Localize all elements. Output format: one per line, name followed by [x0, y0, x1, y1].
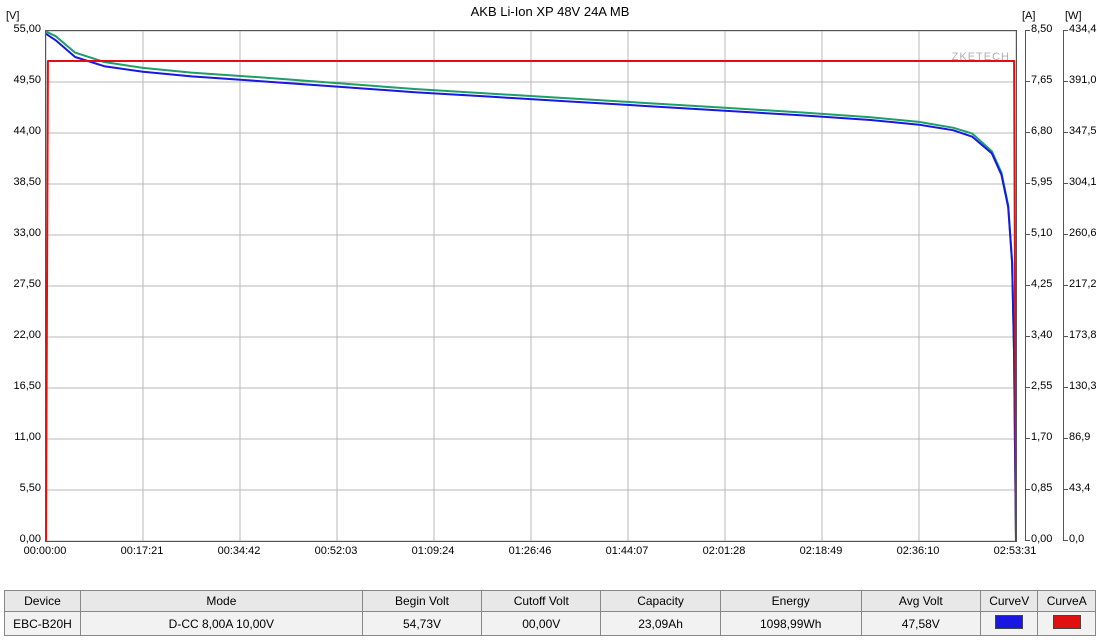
chart-title: AKB Li-Ion XP 48V 24A MB: [0, 4, 1100, 19]
axis-tick: 5,50: [20, 483, 41, 494]
cell-capacity: 23,09Ah: [601, 612, 720, 636]
axis-tick: 55,00: [13, 24, 41, 35]
cell-avg-volt: 47,58V: [861, 612, 980, 636]
axis-tick: 1,70: [1031, 432, 1052, 443]
axis-tick: 01:44:07: [602, 546, 652, 557]
table-header: Begin Volt: [362, 591, 481, 612]
y-rightA-unit: [A]: [1022, 10, 1035, 22]
axis-tick: 7,65: [1031, 75, 1052, 86]
axis-tick: 02:36:10: [893, 546, 943, 557]
axis-tick: 44,00: [13, 126, 41, 137]
axis-tick: 00:34:42: [214, 546, 264, 557]
axis-tick: 434,4: [1069, 24, 1097, 35]
axis-tick: 22,00: [13, 330, 41, 341]
axis-tick: 0,0: [1069, 534, 1084, 545]
axis-tick: 130,3: [1069, 381, 1097, 392]
axis-tick: 4,25: [1031, 279, 1052, 290]
axis-tick: 11,00: [14, 432, 41, 443]
axis-tick: 43,4: [1069, 483, 1090, 494]
table-header: CurveV: [980, 591, 1037, 612]
curveA-swatch: [1053, 615, 1081, 629]
cell-curveA: [1038, 612, 1096, 636]
curveV-swatch: [995, 615, 1023, 629]
axis-tick: 49,50: [13, 75, 41, 86]
axis-tick: 0,00: [20, 534, 41, 545]
axis-tick: 00:00:00: [20, 546, 70, 557]
table-header: Energy: [720, 591, 861, 612]
axis-tick: 01:09:24: [408, 546, 458, 557]
axis-tick: 27,50: [13, 279, 41, 290]
cell-curveV: [980, 612, 1037, 636]
axis-tick: 01:26:46: [505, 546, 555, 557]
table-header: Cutoff Volt: [482, 591, 601, 612]
cell-cutoff-volt: 00,00V: [482, 612, 601, 636]
axis-tick: 0,00: [1031, 534, 1052, 545]
table-header: Capacity: [601, 591, 720, 612]
axis-tick: 3,40: [1031, 330, 1052, 341]
cell-begin-volt: 54,73V: [362, 612, 481, 636]
chart-plot-area: ZKETECH: [45, 30, 1017, 542]
axis-tick: 391,0: [1069, 75, 1097, 86]
watermark: ZKETECH: [952, 51, 1010, 63]
cell-device: EBC-B20H: [5, 612, 81, 636]
axis-tick: 00:17:21: [117, 546, 167, 557]
axis-tick: 304,1: [1069, 177, 1097, 188]
y-left-unit: [V]: [6, 10, 19, 22]
axis-tick: 02:53:31: [990, 546, 1040, 557]
cell-energy: 1098,99Wh: [720, 612, 861, 636]
table-header: Mode: [80, 591, 362, 612]
table-header: Device: [5, 591, 81, 612]
axis-tick: 347,5: [1069, 126, 1097, 137]
axis-tick: 217,2: [1069, 279, 1097, 290]
axis-tick: 0,85: [1031, 483, 1052, 494]
axis-tick: 00:52:03: [311, 546, 361, 557]
axis-tick: 8,50: [1031, 24, 1052, 35]
chart-svg: [46, 31, 1016, 541]
y-rightW-unit: [W]: [1065, 10, 1082, 22]
axis-tick: 2,55: [1031, 381, 1052, 392]
axis-tick: 38,50: [13, 177, 41, 188]
axis-tick: 5,10: [1031, 228, 1052, 239]
table-header: CurveA: [1038, 591, 1096, 612]
axis-tick: 16,50: [13, 381, 41, 392]
axis-tick: 260,6: [1069, 228, 1097, 239]
table-row: EBC-B20H D-CC 8,00A 10,00V 54,73V 00,00V…: [5, 612, 1096, 636]
info-table: DeviceModeBegin VoltCutoff VoltCapacityE…: [4, 590, 1096, 636]
table-header: Avg Volt: [861, 591, 980, 612]
axis-tick: 33,00: [13, 228, 41, 239]
axis-tick: 02:18:49: [796, 546, 846, 557]
cell-mode: D-CC 8,00A 10,00V: [80, 612, 362, 636]
axis-tick: 86,9: [1069, 432, 1090, 443]
axis-tick: 6,80: [1031, 126, 1052, 137]
axis-tick: 173,8: [1069, 330, 1097, 341]
axis-tick: 5,95: [1031, 177, 1052, 188]
axis-tick: 02:01:28: [699, 546, 749, 557]
